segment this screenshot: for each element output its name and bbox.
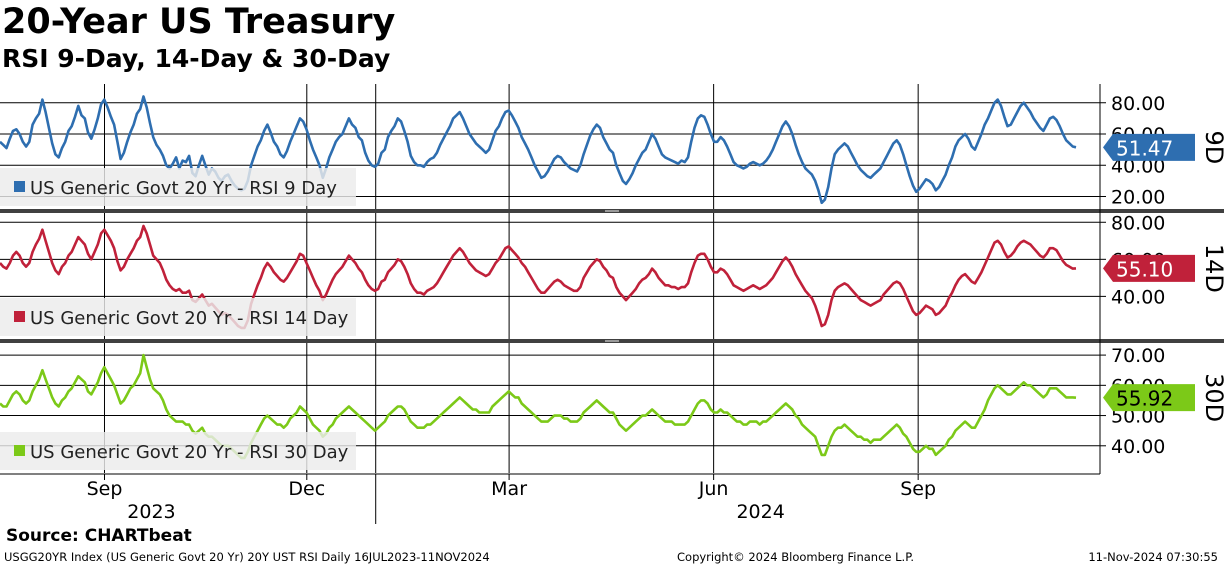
y-tick-label: 40.00 bbox=[1111, 286, 1165, 308]
last-value-label: 55.92 bbox=[1116, 387, 1173, 411]
footer-timestamp: 11-Nov-2024 07:30:55 bbox=[1088, 550, 1218, 564]
last-value-badge bbox=[1103, 133, 1195, 161]
year-label: 2024 bbox=[736, 501, 784, 523]
legend-label: US Generic Govt 20 Yr - RSI 30 Day bbox=[30, 442, 349, 463]
panel-tag: 30D bbox=[1200, 373, 1224, 422]
x-tick-label: Dec bbox=[288, 478, 325, 500]
y-tick-label: 80.00 bbox=[1111, 93, 1165, 115]
panel-resize-handle bbox=[605, 340, 619, 342]
y-tick-label: 20.00 bbox=[1111, 187, 1165, 209]
footer-copyright: Copyright© 2024 Bloomberg Finance L.P. bbox=[677, 550, 914, 564]
x-tick-label: Sep bbox=[900, 478, 936, 500]
year-label: 2023 bbox=[127, 501, 175, 523]
last-value-label: 51.47 bbox=[1116, 136, 1173, 160]
legend-box bbox=[0, 432, 356, 470]
footer-index-description: USGG20YR Index (US Generic Govt 20 Yr) 2… bbox=[4, 550, 490, 564]
legend-swatch bbox=[14, 181, 25, 192]
legend-swatch bbox=[14, 445, 25, 456]
source-note: Source: CHARTbeat bbox=[6, 526, 192, 546]
legend-swatch bbox=[14, 311, 25, 322]
legend-box bbox=[0, 168, 356, 206]
y-tick-label: 70.00 bbox=[1111, 345, 1165, 367]
x-tick-label: Jun bbox=[698, 478, 729, 500]
chart-subtitle: RSI 9-Day, 14-Day & 30-Day bbox=[2, 44, 391, 73]
series-line-14d bbox=[0, 224, 1077, 330]
legend-box bbox=[0, 298, 356, 336]
series-line-30d bbox=[0, 353, 1077, 460]
legend-label: US Generic Govt 20 Yr - RSI 14 Day bbox=[30, 308, 349, 329]
y-tick-label: 80.00 bbox=[1111, 212, 1165, 234]
x-tick-label: Sep bbox=[87, 478, 123, 500]
panel-resize-handle bbox=[605, 210, 619, 212]
last-value-label: 55.10 bbox=[1116, 257, 1173, 281]
x-tick-label: Mar bbox=[491, 478, 527, 500]
y-tick-label: 40.00 bbox=[1111, 436, 1165, 458]
panel-tag: 9D bbox=[1200, 130, 1224, 164]
legend-label: US Generic Govt 20 Yr - RSI 9 Day bbox=[30, 178, 337, 199]
last-value-badge bbox=[1103, 384, 1195, 412]
last-value-badge bbox=[1103, 254, 1195, 282]
chart-title: 20-Year US Treasury bbox=[2, 2, 396, 42]
panel-tag: 14D bbox=[1200, 244, 1224, 293]
